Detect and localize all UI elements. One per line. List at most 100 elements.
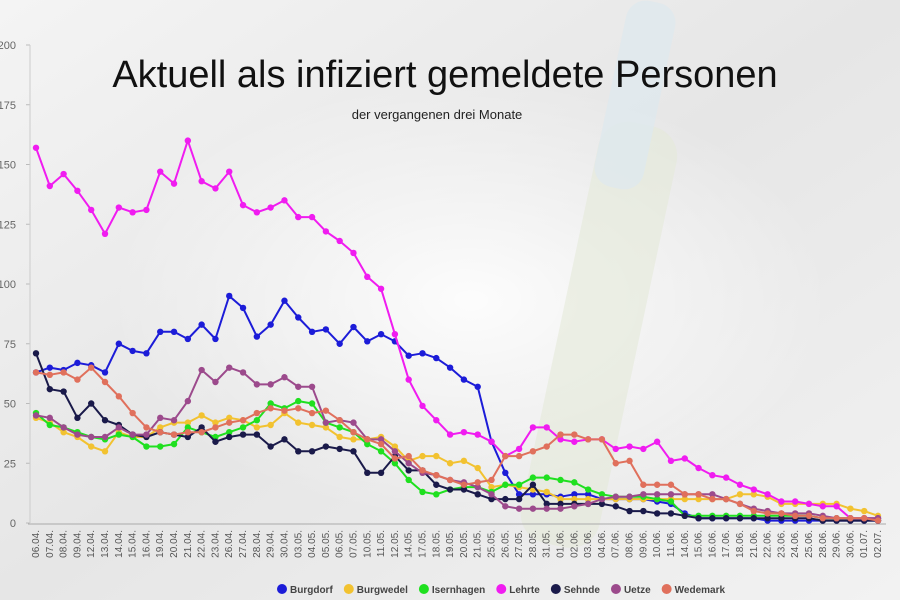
point bbox=[336, 237, 343, 245]
point bbox=[750, 486, 757, 493]
point bbox=[267, 204, 274, 211]
point bbox=[695, 491, 702, 498]
point bbox=[502, 481, 509, 488]
point bbox=[653, 491, 661, 498]
point bbox=[88, 443, 95, 450]
point bbox=[170, 328, 178, 335]
point bbox=[101, 417, 109, 424]
point bbox=[571, 479, 578, 486]
point bbox=[295, 448, 302, 455]
chart-title: Aktuell als infiziert gemeldete Personen bbox=[112, 54, 777, 96]
x-tick-label: 30.06. bbox=[845, 530, 856, 558]
x-tick-label: 05.05. bbox=[321, 530, 332, 558]
point bbox=[626, 493, 633, 500]
point bbox=[115, 340, 123, 347]
point bbox=[350, 448, 357, 455]
x-tick-label: 16.04. bbox=[141, 530, 152, 558]
point bbox=[626, 443, 633, 450]
point bbox=[88, 400, 95, 407]
point bbox=[212, 378, 219, 386]
x-tick-label: 28.05. bbox=[528, 530, 539, 558]
point bbox=[322, 228, 330, 235]
y-tick-label: 125 bbox=[0, 219, 16, 231]
x-tick-label: 21.04. bbox=[183, 530, 194, 558]
x-tick-label: 22.04. bbox=[197, 530, 208, 558]
x-tick-label: 08.06. bbox=[625, 530, 636, 558]
point bbox=[322, 419, 330, 426]
plot-area: 0 25 50 75 100 125 150 175 200 06.04. 07.04. 08.04.… bbox=[0, 40, 886, 558]
x-tick-label: 15.06. bbox=[694, 530, 705, 558]
point bbox=[212, 419, 219, 426]
point bbox=[640, 491, 647, 498]
point bbox=[446, 364, 454, 371]
point bbox=[226, 168, 233, 175]
point bbox=[736, 515, 744, 522]
point bbox=[308, 213, 316, 221]
point bbox=[502, 469, 509, 477]
point bbox=[184, 428, 192, 436]
point bbox=[502, 503, 509, 510]
point bbox=[267, 400, 274, 407]
legend-label: Burgdorf bbox=[290, 585, 333, 596]
point bbox=[405, 376, 412, 383]
point bbox=[253, 417, 261, 424]
x-tick-label: 26.04. bbox=[224, 530, 235, 558]
x-tick-label: 30.04. bbox=[279, 530, 290, 558]
point bbox=[391, 330, 399, 338]
legend-marker bbox=[550, 584, 561, 594]
point bbox=[350, 428, 357, 436]
legend-marker bbox=[343, 584, 354, 594]
point bbox=[543, 500, 550, 508]
point bbox=[612, 445, 619, 453]
point bbox=[736, 500, 744, 508]
point bbox=[571, 438, 578, 445]
point bbox=[170, 417, 178, 424]
x-tick-label: 18.06. bbox=[735, 530, 746, 558]
x-tick-label: 26.05. bbox=[500, 530, 511, 558]
point bbox=[115, 204, 123, 211]
point bbox=[419, 488, 426, 496]
point bbox=[143, 431, 150, 438]
point bbox=[709, 491, 716, 498]
x-tick-label: 14.04. bbox=[114, 530, 125, 558]
point bbox=[377, 440, 385, 448]
x-tick-label: 28.04. bbox=[252, 530, 263, 558]
x-tick-label: 01.07. bbox=[859, 530, 870, 558]
point bbox=[198, 424, 205, 431]
point bbox=[336, 417, 343, 424]
point bbox=[584, 495, 592, 503]
point bbox=[488, 483, 495, 491]
point bbox=[571, 495, 578, 503]
point bbox=[833, 503, 840, 510]
point bbox=[295, 419, 302, 426]
point bbox=[488, 495, 495, 503]
point bbox=[529, 481, 537, 488]
x-tick-label: 20.05. bbox=[459, 530, 470, 558]
point bbox=[529, 491, 537, 498]
x-tick-label: 14.05. bbox=[404, 530, 415, 558]
point bbox=[364, 273, 371, 281]
point bbox=[322, 443, 330, 450]
x-tick-label: 17.05. bbox=[417, 530, 428, 558]
point bbox=[653, 510, 661, 517]
point bbox=[32, 412, 40, 419]
y-tick-label: 150 bbox=[0, 160, 16, 172]
point bbox=[239, 417, 247, 424]
point bbox=[474, 479, 481, 486]
point bbox=[626, 507, 633, 515]
point bbox=[764, 510, 771, 517]
point bbox=[488, 476, 495, 484]
point bbox=[750, 491, 757, 498]
point bbox=[170, 431, 178, 438]
point bbox=[736, 481, 744, 488]
point bbox=[667, 498, 675, 505]
point bbox=[295, 405, 302, 412]
point bbox=[764, 515, 771, 522]
point bbox=[515, 445, 523, 453]
point bbox=[184, 433, 192, 441]
point bbox=[529, 448, 537, 455]
point bbox=[377, 285, 385, 292]
point bbox=[101, 378, 109, 386]
point bbox=[653, 438, 661, 445]
point bbox=[791, 512, 799, 520]
